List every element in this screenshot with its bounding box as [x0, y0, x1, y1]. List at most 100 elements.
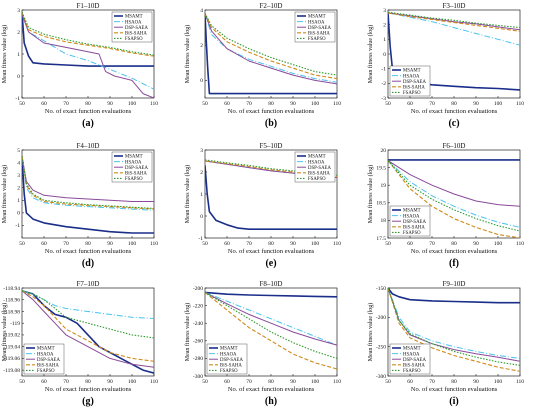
y-tick-label: 0 — [383, 52, 386, 58]
legend-label: FSAPSO — [403, 91, 421, 96]
series-line-dsp-saea — [205, 13, 337, 85]
x-tick-label: 100 — [494, 241, 503, 247]
legend-label: MSAMT — [220, 347, 238, 352]
series-line-hsaoa — [205, 13, 337, 83]
y-axis-label: Mean fitness value (log) — [367, 165, 374, 223]
panel-label: (b) — [265, 118, 277, 129]
x-tick-label: 50 — [202, 101, 208, 107]
y-tick-label: 20 — [381, 148, 387, 154]
y-tick-label: 3 — [200, 148, 203, 154]
x-tick-label: 100 — [494, 379, 503, 385]
legend-label: HSAOA — [308, 20, 325, 25]
x-tick-label: 80 — [268, 101, 274, 107]
x-tick-label: 90 — [290, 241, 296, 247]
y-tick-label: 2 — [200, 170, 203, 176]
legend-label: MSAMT — [403, 347, 421, 352]
y-tick-label: 18.5 — [376, 201, 386, 207]
y-tick-label: 19.5 — [376, 165, 386, 171]
legend-label: BiS-SAHA — [308, 32, 330, 37]
x-tick-label: 100 — [128, 379, 137, 385]
x-tick-label: 110 — [333, 241, 341, 247]
legend-label: BiS-SAHA — [403, 226, 425, 231]
chart-panel: F8–10D 50 60 70 80 90 100 110 -300 -280 -260 -240 -2… — [184, 280, 341, 407]
legend-label: DSP-SAEA — [220, 358, 243, 363]
series-line-msamt — [205, 13, 337, 95]
series-line-msamt — [205, 165, 337, 230]
x-tick-label: 60 — [407, 241, 413, 247]
x-tick-label: 100 — [311, 241, 320, 247]
x-tick-label: 100 — [128, 101, 137, 107]
x-tick-label: 110 — [516, 101, 524, 107]
x-tick-label: 60 — [41, 379, 47, 385]
y-tick-label: -119 — [10, 321, 20, 327]
series-line-dsp-saea — [22, 290, 154, 368]
legend-label: DSP-SAEA — [403, 80, 426, 85]
series-line-dsp-saea — [205, 291, 337, 346]
chart-panel: F9–10D 50 60 70 80 90 100 110 -300 -250 -200 -150 No… — [367, 280, 524, 407]
legend-label: MSAMT — [308, 15, 326, 20]
chart-title: F8–10D — [260, 280, 283, 288]
y-tick-label: -119.02 — [3, 333, 20, 339]
legend-label: FSAPSO — [125, 37, 143, 42]
y-tick-label: 4 — [17, 160, 20, 166]
panel-label: (e) — [265, 258, 276, 269]
x-axis-label: No. of exact function evaluations — [45, 386, 132, 393]
x-tick-label: 60 — [224, 379, 230, 385]
x-tick-label: 90 — [473, 379, 479, 385]
legend-label: HSAOA — [403, 352, 420, 357]
x-tick-label: 110 — [333, 101, 341, 107]
series-line-msamt — [388, 288, 520, 304]
x-tick-label: 100 — [311, 101, 320, 107]
y-tick-label: 19 — [381, 183, 387, 189]
legend-label: DSP-SAEA — [125, 166, 148, 171]
x-tick-label: 60 — [407, 101, 413, 107]
y-tick-label: 2 — [200, 43, 203, 49]
y-axis-label: Mean fitness value (log) — [184, 303, 191, 361]
legend-label: BiS-SAHA — [308, 172, 330, 177]
x-tick-label: 50 — [202, 379, 208, 385]
series-line-msamt — [22, 12, 154, 67]
x-tick-label: 70 — [63, 379, 69, 385]
y-tick-label: -1 — [15, 96, 20, 102]
legend-label: BiS-SAHA — [125, 172, 147, 177]
series-line-fsapso — [388, 288, 520, 366]
x-tick-label: 70 — [63, 101, 69, 107]
series-line-hsaoa — [388, 12, 520, 46]
x-tick-label: 80 — [268, 379, 274, 385]
panel-label: (h) — [265, 396, 277, 407]
legend-label: BiS-SAHA — [403, 86, 425, 91]
y-tick-label: 1 — [383, 37, 386, 43]
x-tick-label: 90 — [107, 379, 113, 385]
y-axis-label: Mean fitness value (log) — [367, 303, 374, 361]
x-tick-label: 50 — [385, 379, 391, 385]
y-tick-label: -150 — [376, 286, 386, 292]
y-tick-label: -118.96 — [3, 298, 20, 304]
y-tick-label: 17.5 — [376, 236, 386, 242]
x-tick-label: 60 — [224, 101, 230, 107]
legend-label: FSAPSO — [403, 369, 421, 374]
legend-label: FSAPSO — [308, 177, 326, 182]
series-line-fsapso — [205, 159, 337, 176]
x-tick-label: 80 — [451, 241, 457, 247]
x-tick-label: 60 — [41, 241, 47, 247]
y-tick-label: 1 — [17, 52, 20, 58]
legend-label: FSAPSO — [220, 369, 238, 374]
x-tick-label: 80 — [85, 101, 91, 107]
y-tick-label: 5 — [17, 148, 20, 154]
x-tick-label: 110 — [333, 379, 341, 385]
y-tick-label: 2 — [17, 186, 20, 192]
legend-label: FSAPSO — [403, 231, 421, 236]
x-tick-label: 80 — [451, 101, 457, 107]
chart-panel: F1–10D 50 60 70 80 90 100 110 -1 0 1 2 3 No. of exact… — [1, 2, 158, 129]
y-tick-label: 3 — [17, 8, 20, 14]
legend-label: HSAOA — [403, 214, 420, 219]
x-tick-label: 80 — [85, 379, 91, 385]
y-tick-label: -240 — [193, 321, 203, 327]
x-tick-label: 100 — [311, 379, 320, 385]
